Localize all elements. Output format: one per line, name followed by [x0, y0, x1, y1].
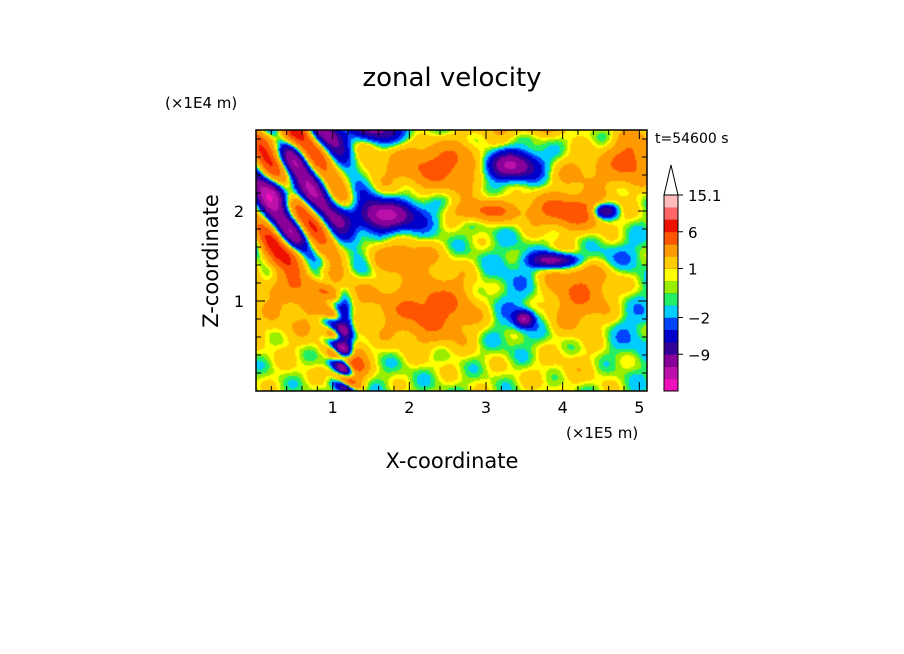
- colorbar-swatch: [664, 293, 678, 306]
- colorbar-tick-label: −9: [688, 346, 710, 364]
- x-tick-label: 4: [558, 398, 568, 417]
- colorbar-swatch: [664, 207, 678, 220]
- x-unit-label: (×1E5 m): [566, 424, 638, 442]
- y-unit-label: (×1E4 m): [165, 94, 237, 112]
- colorbar-swatch: [664, 305, 678, 318]
- colorbar-swatch: [664, 195, 678, 208]
- x-axis-title: X-coordinate: [386, 449, 519, 473]
- colorbar-swatch: [664, 268, 678, 282]
- colorbar-swatch: [664, 342, 678, 355]
- colorbar-swatch: [664, 219, 678, 233]
- colorbar-swatch: [664, 366, 678, 380]
- plot-frame: [255, 129, 648, 392]
- colorbar-swatch: [664, 244, 678, 257]
- colorbar-swatch: [664, 280, 678, 294]
- y-tick-label: 2: [234, 202, 244, 221]
- x-tick-label: 5: [634, 398, 644, 417]
- colorbar-swatch: [664, 329, 678, 343]
- colorbar-tick-label: −2: [688, 310, 710, 328]
- colorbar-tick-label: 15.1: [688, 187, 721, 205]
- velocity-field: [256, 130, 647, 391]
- colorbar-swatch: [664, 317, 678, 331]
- chart-title: zonal velocity: [362, 63, 541, 93]
- time-label: t=54600 s: [655, 131, 729, 147]
- x-tick-label: 2: [404, 398, 414, 417]
- colorbar-swatch: [664, 256, 678, 269]
- colorbar-swatch: [664, 378, 678, 392]
- colorbar-tick-label: 1: [688, 261, 698, 279]
- x-tick-label: 1: [328, 398, 338, 417]
- colorbar-tick-label: 6: [688, 224, 698, 242]
- x-tick-label: 3: [481, 398, 491, 417]
- colorbar-swatch: [664, 354, 678, 367]
- colorbar-extend-arrow: [663, 164, 679, 196]
- colorbar-swatch: [664, 231, 678, 245]
- y-axis-title: Z-coordinate: [199, 194, 223, 328]
- y-tick-label: 1: [234, 292, 244, 311]
